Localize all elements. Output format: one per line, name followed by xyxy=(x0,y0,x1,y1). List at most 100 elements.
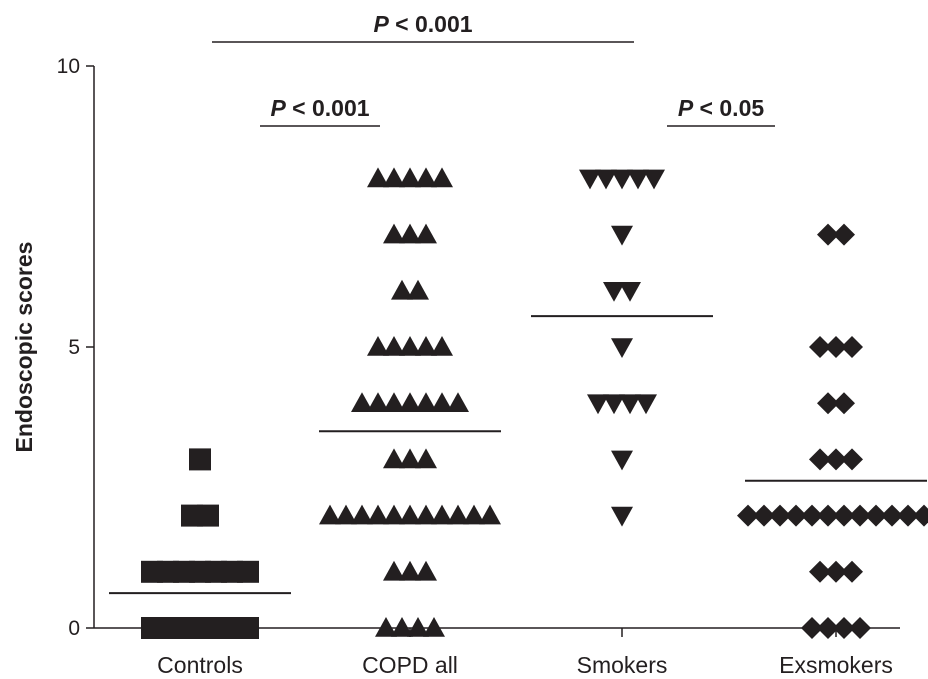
data-point-triangle-up xyxy=(399,167,421,188)
data-point-triangle-down xyxy=(611,169,633,190)
data-point-triangle-up xyxy=(383,223,405,244)
data-point-diamond xyxy=(881,504,903,527)
data-point-triangle-up xyxy=(391,279,413,300)
y-tick-label: 5 xyxy=(68,336,80,359)
x-tick-label: Exsmokers xyxy=(779,652,893,678)
axes xyxy=(93,66,900,629)
data-point-diamond xyxy=(809,336,831,358)
data-point-triangle-down xyxy=(579,169,601,190)
data-point-triangle-up xyxy=(367,167,389,188)
data-point-triangle-up xyxy=(479,504,501,525)
x-tick-label: Smokers xyxy=(577,652,668,678)
data-point-diamond xyxy=(841,560,863,583)
data-point-triangle-down xyxy=(611,338,633,358)
data-point-diamond xyxy=(833,223,855,246)
data-point-diamond xyxy=(865,504,887,527)
data-point-diamond xyxy=(769,504,791,527)
data-point-triangle-up xyxy=(383,448,405,469)
data-point-diamond xyxy=(825,560,847,583)
y-tick-label: 0 xyxy=(68,617,80,640)
data-point-triangle-up xyxy=(383,504,405,525)
significance-label: P < 0.001 xyxy=(270,95,369,121)
data-point-triangle-up xyxy=(431,336,453,356)
data-point-triangle-up xyxy=(351,392,373,412)
data-point-square xyxy=(237,560,259,583)
data-point-triangle-down xyxy=(595,169,617,190)
data-point-diamond xyxy=(809,448,831,471)
data-point-triangle-up xyxy=(367,504,389,525)
data-point-triangle-up xyxy=(407,279,429,300)
data-point-square xyxy=(237,617,259,639)
data-point-triangle-up xyxy=(415,560,437,581)
data-point-triangle-up xyxy=(319,504,341,525)
data-point-triangle-down xyxy=(619,394,641,415)
y-ticks: 0 5 10 xyxy=(57,55,94,640)
data-point-triangle-up xyxy=(415,448,437,469)
data-point-diamond xyxy=(785,504,807,527)
data-point-triangle-up xyxy=(415,336,437,356)
data-point-triangle-up xyxy=(399,223,421,244)
data-point-triangle-up xyxy=(447,504,469,525)
data-points xyxy=(141,167,928,639)
data-point-triangle-up xyxy=(383,167,405,188)
data-point-triangle-up xyxy=(383,560,405,581)
data-point-triangle-down xyxy=(619,282,641,302)
data-point-triangle-up xyxy=(399,560,421,581)
data-point-triangle-up xyxy=(335,504,357,525)
data-point-triangle-up xyxy=(399,504,421,525)
data-point-diamond xyxy=(849,504,871,527)
significance-label: P < 0.05 xyxy=(678,95,765,121)
data-point-triangle-up xyxy=(399,448,421,469)
data-point-diamond xyxy=(753,504,775,527)
data-point-square xyxy=(197,504,219,527)
data-point-triangle-up xyxy=(383,336,405,356)
data-point-diamond xyxy=(913,504,928,527)
data-point-triangle-up xyxy=(431,392,453,412)
data-point-triangle-down xyxy=(611,225,633,246)
data-point-diamond xyxy=(801,617,823,639)
data-point-triangle-up xyxy=(415,504,437,525)
data-point-triangle-up xyxy=(367,336,389,356)
significance-label: P < 0.001 xyxy=(373,11,472,37)
data-point-diamond xyxy=(825,448,847,471)
data-point-diamond xyxy=(833,504,855,527)
data-point-diamond xyxy=(817,504,839,527)
data-point-triangle-up xyxy=(431,504,453,525)
data-point-diamond xyxy=(801,504,823,527)
data-point-triangle-down xyxy=(611,450,633,471)
data-point-diamond xyxy=(841,448,863,471)
x-tick-label: Controls xyxy=(157,652,243,678)
data-point-diamond xyxy=(897,504,919,527)
data-point-triangle-up xyxy=(399,392,421,412)
data-point-triangle-down xyxy=(627,169,649,190)
data-point-diamond xyxy=(833,617,855,639)
data-point-diamond xyxy=(825,336,847,358)
data-point-square xyxy=(189,448,211,471)
data-point-triangle-up xyxy=(423,617,445,637)
mean-lines xyxy=(109,315,927,595)
data-point-triangle-down xyxy=(611,506,633,527)
data-point-triangle-down xyxy=(587,394,609,415)
data-point-triangle-down xyxy=(643,169,665,190)
data-point-triangle-up xyxy=(351,504,373,525)
data-point-triangle-up xyxy=(415,223,437,244)
data-point-diamond xyxy=(809,560,831,583)
data-point-diamond xyxy=(737,504,759,527)
category-axis: Controls COPD all Smokers Exsmokers xyxy=(157,628,893,678)
significance-brackets: P < 0.001 P < 0.05 P < 0.001 xyxy=(212,11,775,127)
data-point-triangle-up xyxy=(415,167,437,188)
data-point-triangle-up xyxy=(399,336,421,356)
data-point-triangle-up xyxy=(383,392,405,412)
data-point-diamond xyxy=(849,617,871,639)
data-point-triangle-up xyxy=(367,392,389,412)
data-point-triangle-up xyxy=(431,167,453,188)
data-point-diamond xyxy=(841,336,863,358)
data-point-triangle-up xyxy=(415,392,437,412)
y-tick-label: 10 xyxy=(57,55,80,78)
data-point-diamond xyxy=(817,617,839,639)
data-point-diamond xyxy=(817,223,839,246)
data-point-diamond xyxy=(833,392,855,415)
data-point-triangle-down xyxy=(603,282,625,302)
data-point-diamond xyxy=(817,392,839,415)
